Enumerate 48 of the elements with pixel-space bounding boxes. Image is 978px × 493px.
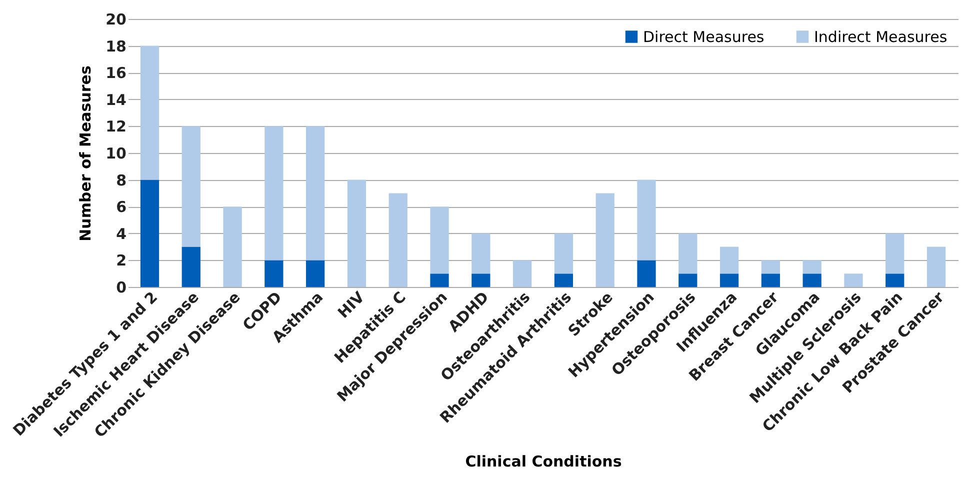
bar — [802, 274, 822, 287]
y-tick-label: 14 — [106, 90, 126, 109]
bar — [306, 260, 325, 287]
bar — [388, 193, 408, 287]
bar — [347, 180, 366, 287]
bar — [886, 233, 904, 274]
bar — [761, 274, 780, 287]
bar — [140, 46, 160, 180]
bar — [554, 274, 574, 287]
y-tick-label: 20 — [106, 10, 126, 28]
bar — [678, 274, 698, 287]
bar — [844, 274, 863, 287]
y-tick-label: 10 — [106, 144, 126, 162]
x-axis-title: Clinical Conditions — [465, 452, 622, 471]
bar — [886, 274, 904, 287]
y-tick-label: 18 — [106, 37, 126, 56]
bar — [678, 233, 698, 274]
bar — [264, 260, 284, 287]
bar — [264, 126, 284, 260]
bar — [306, 126, 325, 260]
bar — [637, 180, 656, 260]
bar — [926, 246, 946, 287]
legend-label: Indirect Measures — [814, 28, 948, 46]
bar — [182, 246, 200, 287]
bar — [637, 260, 656, 287]
bar — [472, 274, 490, 287]
y-tick-label: 6 — [116, 198, 126, 216]
bar — [140, 180, 160, 287]
y-tick-label: 8 — [116, 171, 126, 190]
bar — [512, 260, 532, 287]
y-tick-label: 16 — [106, 64, 126, 82]
bar — [430, 274, 449, 287]
legend-label: Direct Measures — [643, 28, 764, 46]
bar — [596, 193, 614, 287]
bar — [554, 233, 574, 274]
bar — [761, 260, 780, 274]
bar — [223, 206, 242, 287]
y-tick-label: 12 — [106, 118, 126, 136]
y-tick-label: 2 — [116, 252, 126, 270]
y-tick-label: 0 — [116, 278, 126, 296]
y-tick-label: 4 — [116, 224, 126, 243]
bar — [720, 246, 739, 274]
bar — [472, 233, 490, 274]
bar — [182, 126, 200, 247]
bar — [720, 274, 739, 287]
y-axis-title: Number of Measures — [76, 66, 95, 242]
bar — [802, 260, 822, 274]
bar — [430, 206, 449, 274]
